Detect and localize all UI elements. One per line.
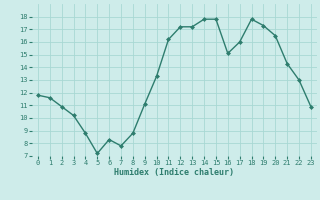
X-axis label: Humidex (Indice chaleur): Humidex (Indice chaleur) bbox=[115, 168, 234, 177]
